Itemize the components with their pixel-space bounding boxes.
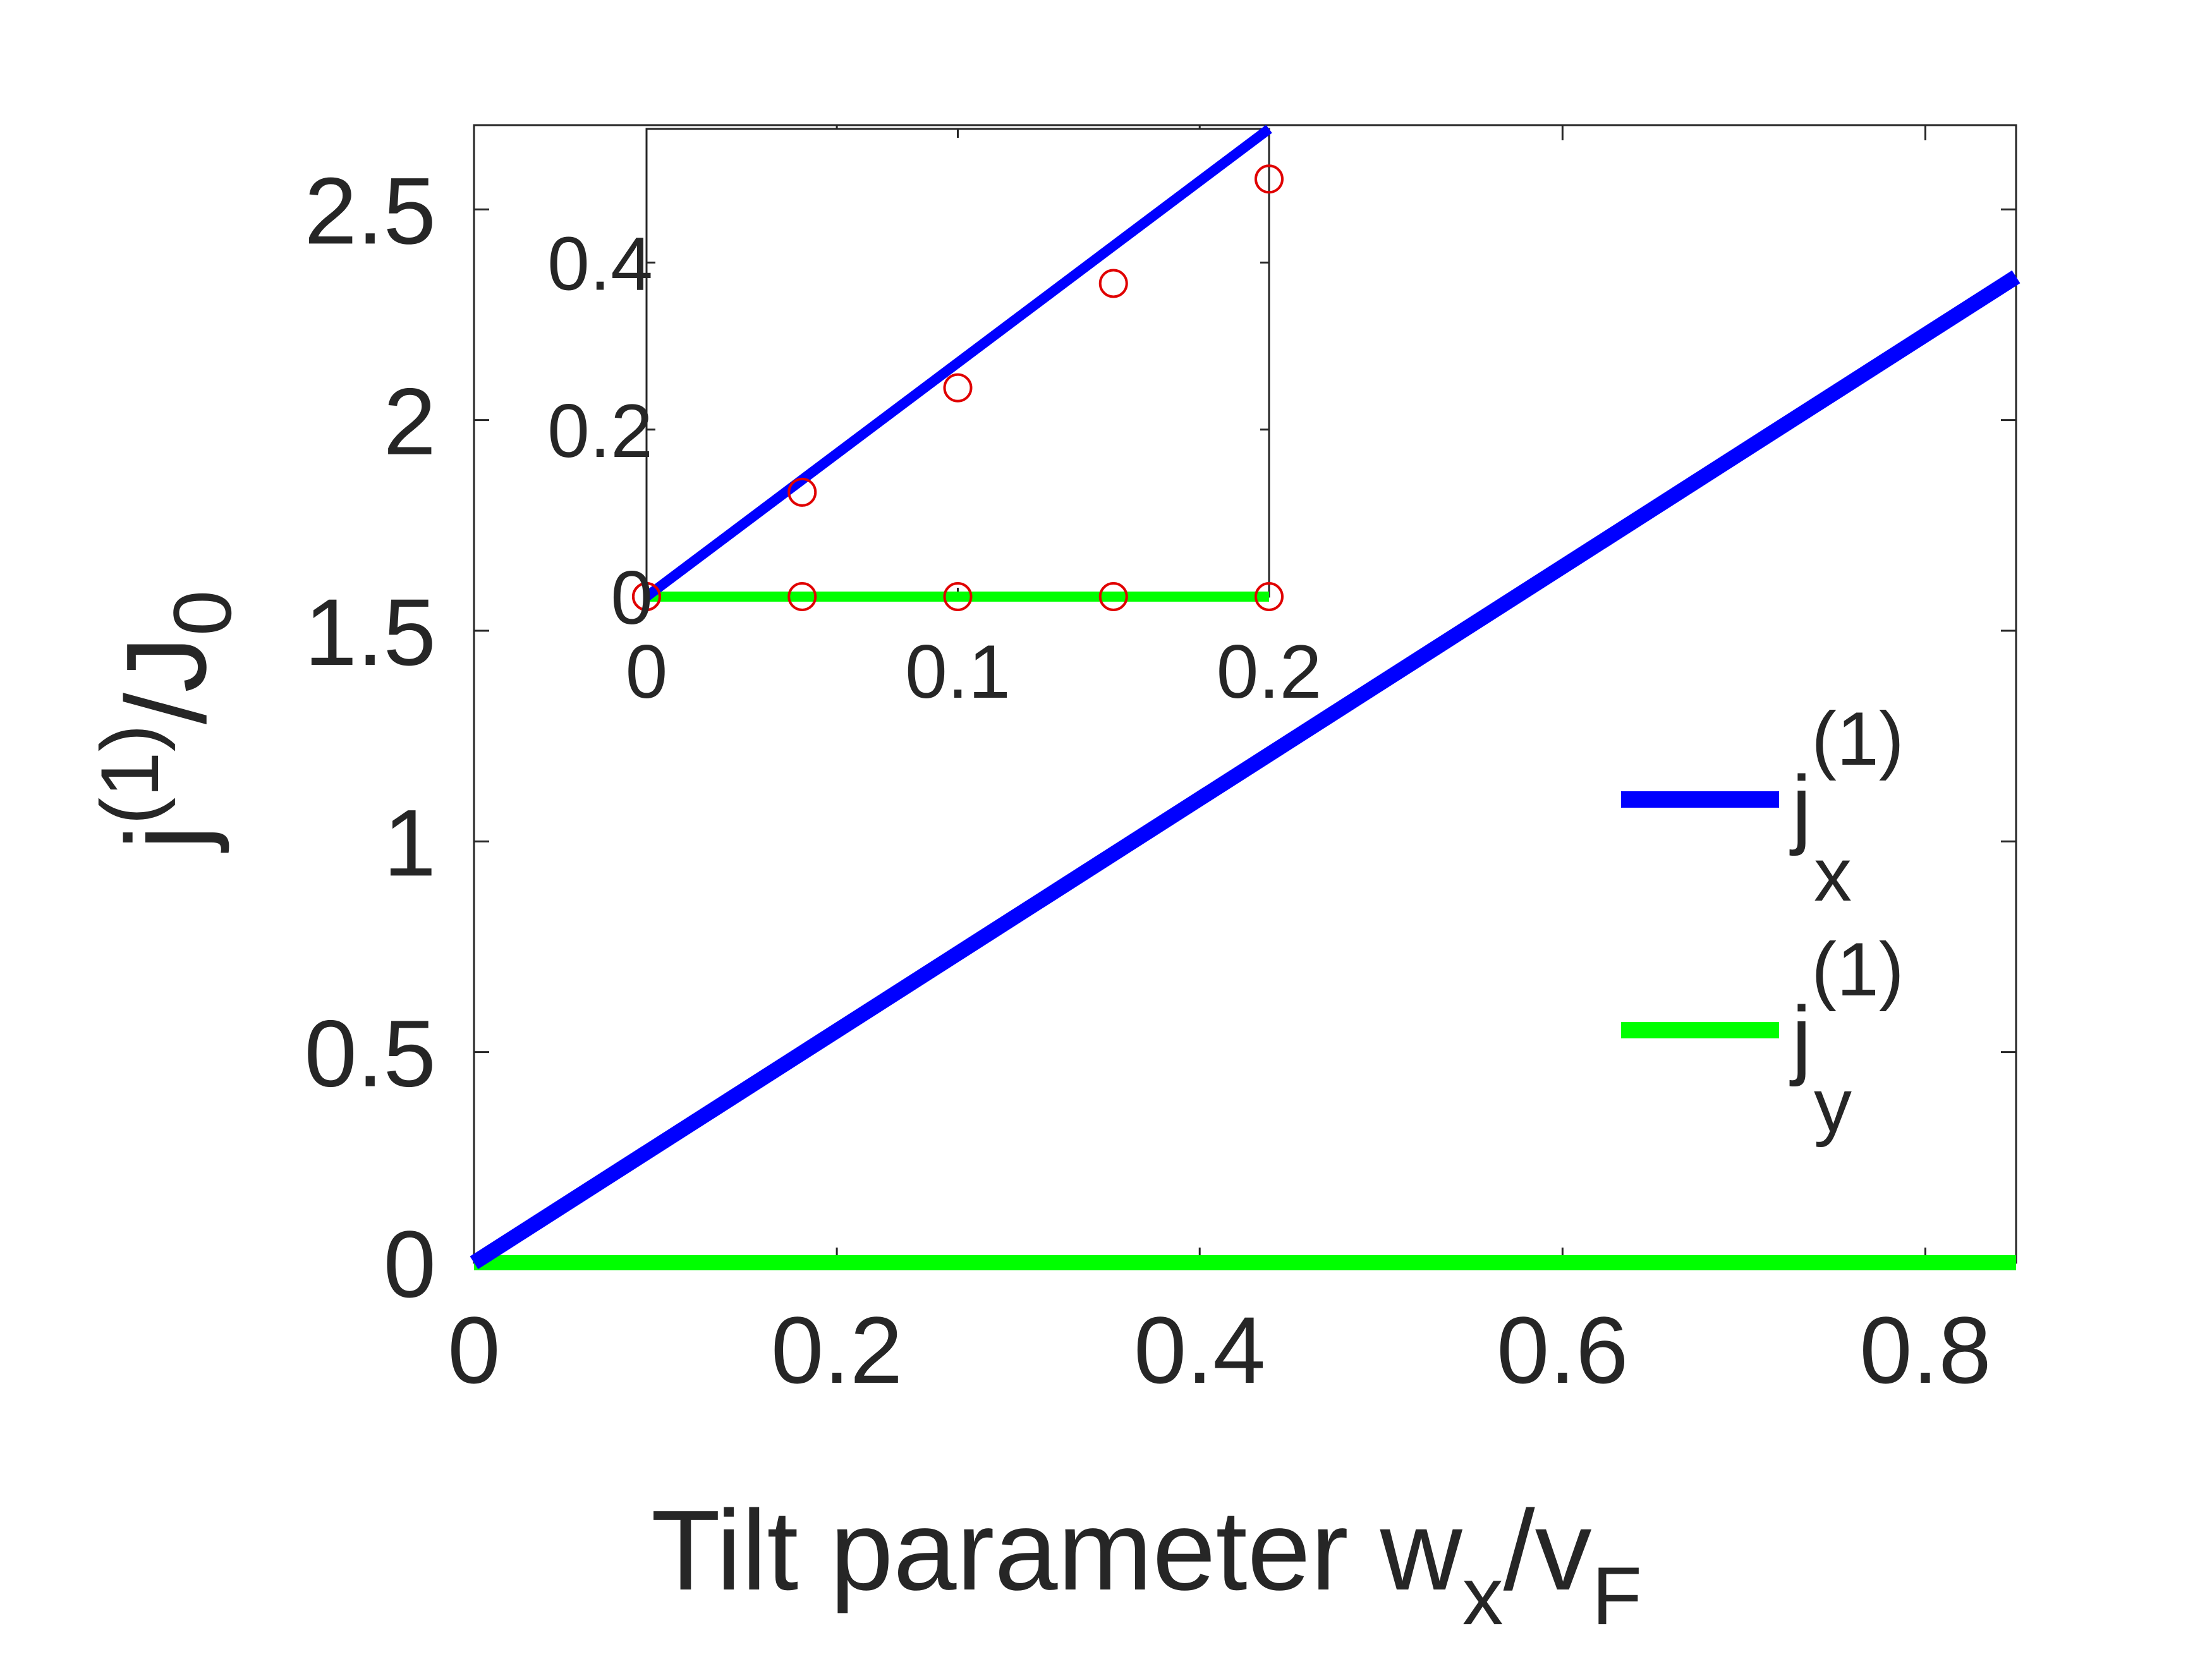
inset-ytick-label: 0.2 bbox=[547, 389, 653, 473]
inset-marker-jy bbox=[632, 582, 661, 611]
main-series bbox=[470, 270, 2021, 1270]
x-axis-title: Tilt parameter wx/vF bbox=[651, 1487, 1642, 1642]
inset-marker-jy bbox=[1098, 582, 1128, 611]
inset-line-jx bbox=[643, 125, 1272, 601]
inset-xtick-label: 0 bbox=[626, 629, 668, 714]
legend: j(1) x j(1) y bbox=[1621, 696, 1904, 1148]
main-xtick-label: 0.6 bbox=[1497, 1297, 1629, 1403]
main-ytick-label: 1.5 bbox=[304, 579, 436, 685]
inset-marker-jx bbox=[1255, 164, 1284, 194]
inset-marker-jy bbox=[1255, 582, 1284, 611]
inset-ytick-label: 0.4 bbox=[547, 222, 653, 307]
main-ytick-label: 2 bbox=[384, 368, 436, 475]
inset-xtick-label: 0.1 bbox=[905, 629, 1011, 714]
main-tick-labels: 0 0.2 0.4 0.6 0.8 0 0.5 1 1.5 2 2.5 bbox=[304, 157, 1991, 1403]
inset-marker-jx bbox=[787, 477, 817, 507]
inset-marker-jx bbox=[1098, 269, 1128, 298]
y-axis-title: j(1)/J0 bbox=[83, 590, 248, 853]
main-plot: 0 0.2 0.4 0.6 0.8 0 0.5 1 1.5 2 2.5 bbox=[304, 124, 2021, 1403]
inset-xtick-label: 0.2 bbox=[1217, 629, 1322, 714]
inset-tick-labels: 0 0.1 0.2 0 0.2 0.4 bbox=[547, 222, 1322, 714]
inset-plot: 0 0.1 0.2 0 0.2 0.4 bbox=[547, 125, 1322, 714]
main-xtick-label: 0 bbox=[447, 1297, 500, 1403]
main-xtick-label: 0.2 bbox=[771, 1297, 903, 1403]
inset-marker-jx bbox=[943, 373, 973, 403]
main-ytick-label: 0.5 bbox=[304, 1000, 436, 1107]
main-xtick-label: 0.8 bbox=[1859, 1297, 1991, 1403]
inset-series bbox=[632, 125, 1284, 611]
inset-ytick-label: 0 bbox=[611, 556, 653, 640]
legend-label-jx: j(1) x bbox=[1789, 696, 1904, 917]
main-ytick-label: 1 bbox=[384, 789, 436, 896]
legend-label-jy: j(1) y bbox=[1789, 927, 1904, 1148]
inset-marker-jy bbox=[787, 582, 817, 611]
main-ytick-label: 2.5 bbox=[304, 157, 436, 264]
inset-marker-jy bbox=[943, 582, 973, 611]
main-xtick-label: 0.4 bbox=[1134, 1297, 1266, 1403]
main-ytick-label: 0 bbox=[384, 1211, 436, 1317]
series-line-jx bbox=[470, 270, 2021, 1270]
